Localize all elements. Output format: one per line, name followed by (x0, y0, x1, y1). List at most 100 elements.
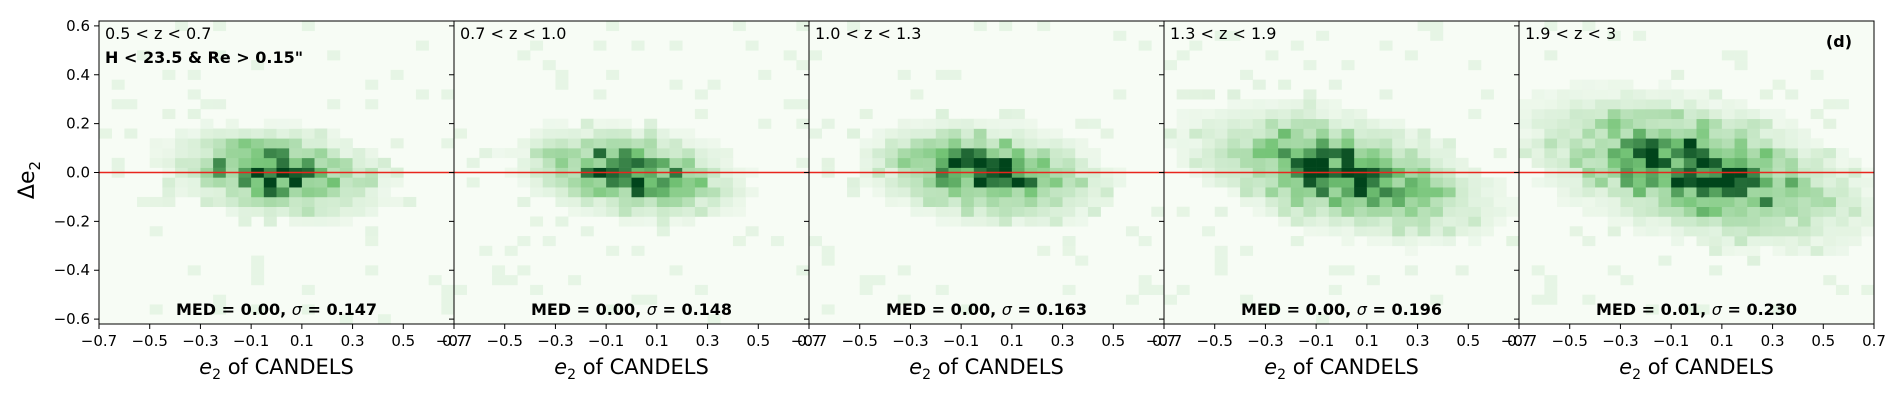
heatmap-cell (1303, 226, 1317, 237)
heatmap-cell (1328, 148, 1342, 159)
heatmap-cell (1037, 128, 1051, 139)
heatmap-cell (1366, 128, 1380, 139)
heatmap-cell (1049, 196, 1063, 208)
heatmap-cell (1557, 196, 1571, 208)
heatmap-cell (1303, 196, 1317, 208)
heatmap-cell (948, 187, 962, 198)
heatmap-cell (1671, 138, 1685, 149)
x-tick-label: −0.3 (182, 332, 218, 350)
heatmap-cell (1620, 206, 1634, 217)
heatmap-cell (580, 138, 594, 149)
heatmap-cell (1785, 157, 1799, 168)
heatmap-cell (923, 196, 937, 208)
heatmap-cell (251, 148, 265, 159)
heatmap-cell (910, 187, 924, 198)
heatmap-cell (1582, 177, 1596, 188)
heatmap-cell (1607, 187, 1621, 198)
heatmap-cell (631, 138, 645, 149)
heatmap-cell (1430, 177, 1444, 188)
heatmap-cell (1759, 118, 1773, 129)
heatmap-cell (200, 138, 214, 149)
heatmap-cell (1709, 245, 1723, 256)
heatmap-cell (1316, 138, 1330, 149)
heatmap-cell (1810, 138, 1824, 149)
heatmap-cell (656, 206, 670, 217)
heatmap-cell (580, 148, 594, 159)
heatmap-cell (935, 157, 949, 168)
heatmap-cell (821, 118, 835, 129)
heatmap-cell (175, 128, 189, 139)
heatmap-cell (1176, 50, 1190, 61)
heatmap-cell (504, 275, 518, 286)
heatmap-cell (1607, 157, 1621, 168)
heatmap-cell (1759, 206, 1773, 217)
x-axis-label: e2 of CANDELS (1619, 355, 1774, 383)
heatmap-cell (1278, 177, 1292, 188)
heatmap-cell (1214, 138, 1228, 149)
heatmap-cell (986, 138, 1000, 149)
heatmap-cell (1582, 294, 1596, 305)
heatmap-cell (1848, 177, 1862, 188)
heatmap-cell (1785, 196, 1799, 208)
heatmap-cell (1341, 118, 1355, 129)
heatmap-cell (1645, 89, 1659, 100)
heatmap-cell (796, 157, 810, 168)
heatmap-cell (1734, 108, 1748, 120)
heatmap-cell (910, 148, 924, 159)
heatmap-cell (1734, 99, 1748, 110)
heatmap-cell (175, 138, 189, 149)
heatmap-cell (149, 157, 163, 168)
x-tick-label: 0.7 (1862, 332, 1886, 350)
heatmap-cell (707, 138, 721, 149)
heatmap-cell (1049, 216, 1063, 227)
heatmap-cell (1011, 187, 1025, 198)
heatmap-cell (1214, 206, 1228, 217)
heatmap-cell (149, 226, 163, 237)
heatmap-cell (1404, 265, 1418, 276)
heatmap-cell (1569, 99, 1583, 110)
heatmap-cell (1011, 108, 1025, 120)
panels-layer: −0.7 −0.5 −0.3 −0.1 0.1 0.3 0.5 0.7 −0.6 −0.4 −0.2… (54, 17, 1886, 383)
heatmap-cell (162, 187, 176, 198)
heatmap-cell (973, 157, 987, 168)
heatmap-cell (1620, 89, 1634, 100)
heatmap-cell (897, 128, 911, 139)
heatmap-cell (1278, 196, 1292, 208)
heatmap-cell (682, 128, 696, 139)
heatmap-cell (289, 157, 303, 168)
heatmap-cell (1328, 196, 1342, 208)
heatmap-cell (1227, 89, 1241, 100)
x-tick-label: 0.7 (1152, 332, 1176, 350)
heatmap-cell (1176, 206, 1190, 217)
heatmap-cell (1392, 148, 1406, 159)
heatmap-cell (986, 187, 1000, 198)
heatmap-cell (1303, 206, 1317, 217)
heatmap-cell (1202, 118, 1216, 129)
heatmap-cell (631, 157, 645, 168)
heatmap-cell (1797, 128, 1811, 139)
panel-1: −0.7 −0.5 −0.3 −0.1 0.1 0.3 0.5 0.7 −0.6 −0.4 −0.2… (54, 17, 466, 383)
heatmap-cell (923, 157, 937, 168)
x-tick-label: 0.3 (1761, 332, 1785, 350)
heatmap-cell (1747, 216, 1761, 227)
heatmap-cell (1480, 177, 1494, 188)
heatmap-cell (961, 216, 975, 227)
heatmap-cell (314, 157, 328, 168)
heatmap-cell (1214, 177, 1228, 188)
heatmap-cell (1696, 304, 1710, 315)
heatmap-cell (1430, 236, 1444, 247)
heatmap-cell (1747, 196, 1761, 208)
heatmap-cell (238, 216, 252, 227)
heatmap-cell (1709, 99, 1723, 110)
heatmap-cell (1747, 148, 1761, 159)
heatmap-cell (1696, 118, 1710, 129)
heatmap-cell (200, 148, 214, 159)
heatmap-cell (1493, 216, 1507, 227)
heatmap-cell (1024, 118, 1038, 129)
heatmap-cell (1785, 138, 1799, 149)
x-tick-label: −0.3 (1602, 332, 1638, 350)
heatmap-cell (1645, 99, 1659, 110)
heatmap-cell (1252, 128, 1266, 139)
heatmap-cell (606, 128, 620, 139)
heatmap-cell (923, 138, 937, 149)
